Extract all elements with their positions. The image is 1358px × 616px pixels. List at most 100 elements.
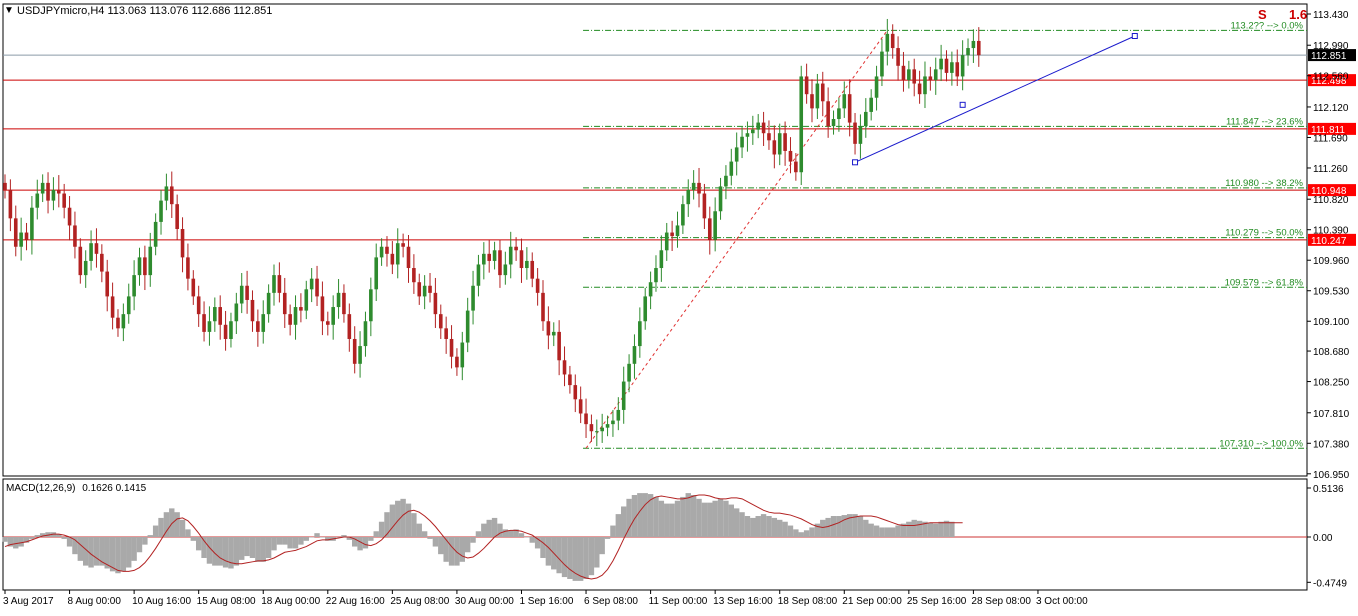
candle-body — [627, 363, 631, 382]
price-axis-label: 108.680 — [1313, 347, 1350, 358]
candle-body — [315, 278, 319, 297]
macd-histogram-bar — [239, 537, 245, 560]
candle — [654, 255, 658, 292]
macd-histogram-bar — [459, 537, 465, 562]
candle — [971, 29, 976, 63]
macd-histogram-bar — [7, 537, 14, 547]
candle-body — [616, 409, 621, 421]
macd-histogram-bar — [222, 537, 229, 568]
candle-body — [885, 33, 890, 52]
candle-body — [621, 381, 626, 410]
candle-body — [218, 307, 222, 325]
candle-body — [573, 385, 578, 400]
candle — [250, 290, 255, 332]
candle-body — [600, 427, 604, 432]
candle — [24, 222, 29, 251]
candle — [729, 148, 734, 186]
time-axis-label: 13 Sep 16:00 — [713, 596, 773, 607]
fib-anchor-dashed-line — [585, 30, 888, 449]
candle-body — [143, 257, 147, 276]
candle-body — [175, 204, 179, 229]
candle-body — [508, 246, 513, 265]
candle-body — [912, 69, 917, 84]
candle-body — [121, 314, 126, 329]
macd-histogram-bar — [77, 537, 84, 561]
candle — [347, 303, 352, 352]
candle — [498, 239, 502, 288]
horizontal-lines[interactable]: 112.851 112.498 111.811 110.948 110.247 — [3, 49, 1356, 247]
candle-body — [810, 94, 814, 109]
candle-body — [933, 69, 938, 80]
candle — [713, 197, 717, 252]
macd-histogram-bar — [443, 537, 449, 562]
macd-histogram-bar — [508, 530, 514, 537]
candle — [245, 270, 249, 314]
macd-histogram-bar — [362, 537, 369, 549]
price-axis-label: 109.960 — [1313, 256, 1350, 267]
macd-histogram-bar — [733, 508, 740, 537]
macd-histogram-bar — [647, 494, 654, 537]
candle-body — [342, 292, 346, 315]
macd-histogram-bar — [911, 519, 917, 537]
candle-body — [374, 257, 379, 290]
trendline-handle[interactable] — [1131, 32, 1138, 39]
macd-histogram-bar — [631, 495, 638, 537]
candle-body — [331, 307, 335, 325]
fib-level-label: 113.2?? --> 0.0% — [1231, 20, 1304, 31]
macd-histogram-bar — [916, 520, 923, 537]
candle-body — [729, 161, 734, 176]
macd-histogram-bar — [604, 537, 611, 539]
time-axis-label: 30 Aug 00:00 — [455, 596, 514, 607]
candle — [374, 243, 379, 302]
macd-histogram-bar — [368, 537, 374, 541]
trendline-segment[interactable] — [854, 35, 1136, 163]
signal-marker-right: 1.6 — [1289, 7, 1307, 22]
macd-histogram-bar — [464, 537, 471, 553]
time-axis-label: 18 Sep 08:00 — [778, 596, 838, 607]
time-axis-label: 25 Aug 08:00 — [390, 596, 449, 607]
macd-histogram-bar — [621, 506, 627, 537]
macd-histogram-bar — [771, 517, 778, 537]
macd-histogram-bar — [857, 516, 864, 537]
candle — [643, 287, 648, 330]
candle — [815, 73, 820, 120]
candle — [928, 66, 933, 91]
candle — [288, 304, 292, 336]
macd-histogram-bar — [933, 523, 939, 537]
trendline[interactable] — [852, 32, 1138, 166]
candle — [756, 114, 760, 139]
candle — [363, 311, 368, 357]
macd-histogram-bar — [723, 500, 729, 537]
candle — [933, 57, 938, 95]
macd-histogram-bar — [206, 537, 213, 564]
price-axis-label: 112.120 — [1313, 103, 1349, 114]
macd-histogram-bar — [475, 531, 482, 537]
candle — [955, 49, 960, 87]
candle — [503, 251, 508, 285]
candle-body — [966, 48, 970, 56]
candle-body — [89, 243, 93, 261]
collapse-triangle-icon[interactable]: ▼ — [4, 5, 14, 16]
candle-body — [73, 225, 77, 247]
macd-histogram-bar — [900, 523, 907, 537]
macd-histogram-bar — [18, 537, 24, 547]
macd-histogram-bar — [610, 525, 616, 537]
candle — [939, 44, 943, 82]
candle — [35, 179, 40, 220]
macd-histogram-bar — [319, 537, 326, 538]
fibonacci-retracement[interactable]: 113.2?? --> 0.0% 111.847 --> 23.6% 110.980… — [583, 20, 1307, 449]
trendline-handle[interactable] — [959, 101, 966, 108]
macd-histogram-bar — [292, 537, 299, 549]
candle — [923, 61, 927, 109]
candle-body — [638, 321, 642, 347]
candle — [912, 58, 917, 97]
candle-body — [498, 250, 502, 276]
candle — [196, 285, 201, 327]
trendline-handle[interactable] — [852, 159, 859, 166]
candle-body — [724, 175, 728, 187]
candle — [282, 277, 287, 328]
candle-body — [444, 328, 448, 339]
candle — [169, 171, 174, 219]
